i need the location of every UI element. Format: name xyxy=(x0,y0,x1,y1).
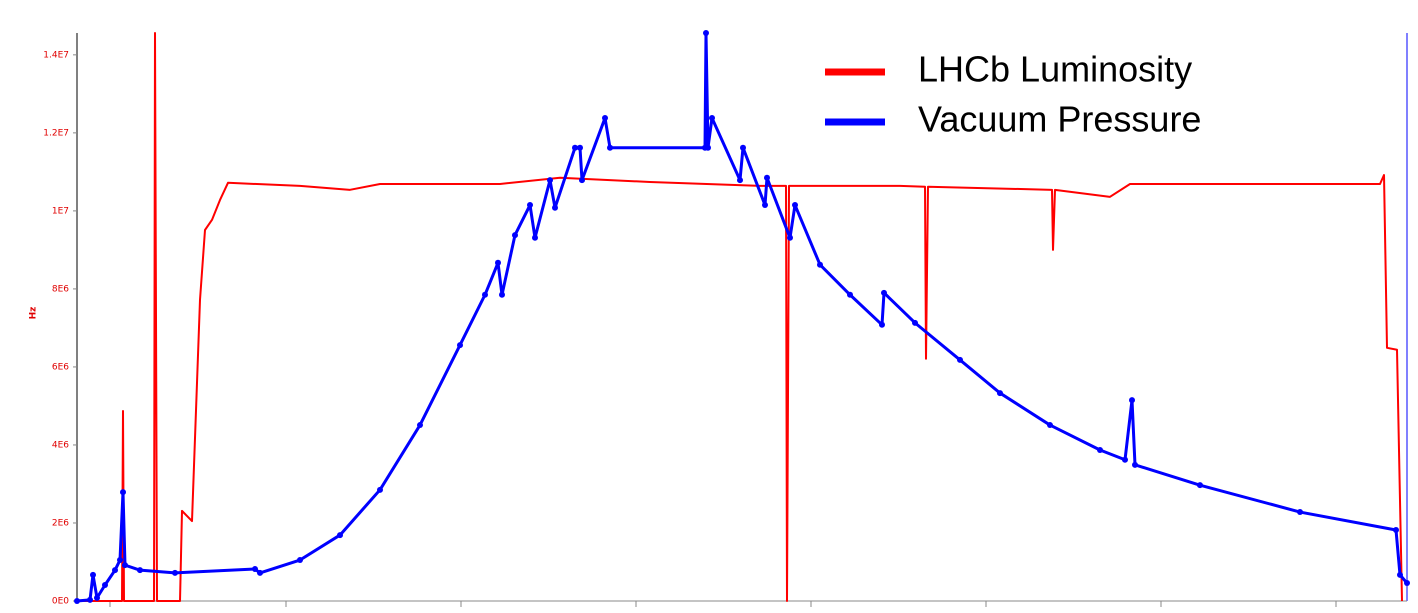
point xyxy=(137,567,143,574)
point xyxy=(499,291,505,298)
point xyxy=(740,144,746,151)
point xyxy=(607,144,613,151)
point xyxy=(122,562,128,569)
point xyxy=(417,422,423,429)
point xyxy=(1297,509,1303,516)
point xyxy=(112,567,118,574)
point xyxy=(117,557,123,564)
point xyxy=(552,204,558,211)
point xyxy=(881,289,887,296)
point xyxy=(577,144,583,151)
point xyxy=(1122,456,1128,463)
point xyxy=(1393,527,1399,533)
series-line xyxy=(76,31,1409,603)
y-tick-label: 2E6 xyxy=(52,518,69,528)
point xyxy=(912,319,918,326)
series-line xyxy=(77,32,1403,602)
point xyxy=(762,202,768,209)
y-tick-label: 8E6 xyxy=(52,284,69,294)
point xyxy=(257,569,263,576)
point xyxy=(879,321,885,328)
point xyxy=(787,234,793,241)
y-tick-label: 1.2E7 xyxy=(43,128,69,138)
point xyxy=(94,594,100,601)
y-tick-label: 0E0 xyxy=(52,597,69,607)
point xyxy=(997,390,1003,397)
legend-label: LHCb Luminosity xyxy=(918,49,1192,90)
y-tick-label: 6E6 xyxy=(52,362,69,372)
point xyxy=(572,144,578,151)
point xyxy=(737,177,743,184)
point xyxy=(120,489,126,496)
point xyxy=(90,571,96,578)
point xyxy=(709,115,715,122)
point xyxy=(172,569,178,576)
point xyxy=(1047,422,1053,429)
point xyxy=(512,232,518,239)
point xyxy=(703,30,709,36)
point xyxy=(102,582,108,589)
point xyxy=(1404,580,1410,587)
point xyxy=(1397,571,1403,578)
y-tick-label: 1E7 xyxy=(52,206,69,216)
point xyxy=(847,291,853,298)
point xyxy=(74,598,80,604)
point xyxy=(297,557,303,564)
point xyxy=(527,202,533,209)
point xyxy=(252,566,258,573)
point xyxy=(337,532,343,539)
point xyxy=(457,342,463,349)
point xyxy=(1197,482,1203,489)
point xyxy=(957,356,963,363)
point xyxy=(532,234,538,241)
y-axis-label: Hz xyxy=(29,307,39,320)
legend-label: Vacuum Pressure xyxy=(918,99,1201,140)
point xyxy=(792,202,798,209)
point xyxy=(87,596,93,603)
point xyxy=(602,115,608,122)
point xyxy=(495,259,501,266)
y-tick-label: 4E6 xyxy=(52,440,69,450)
point xyxy=(482,291,488,298)
point xyxy=(817,261,823,268)
point xyxy=(1132,461,1138,468)
point xyxy=(764,174,770,181)
point xyxy=(579,177,585,184)
point xyxy=(1097,447,1103,454)
point xyxy=(705,144,711,151)
point xyxy=(547,177,553,184)
y-tick-label: 1.4E7 xyxy=(43,50,69,60)
point xyxy=(377,486,383,493)
point xyxy=(1129,397,1135,404)
